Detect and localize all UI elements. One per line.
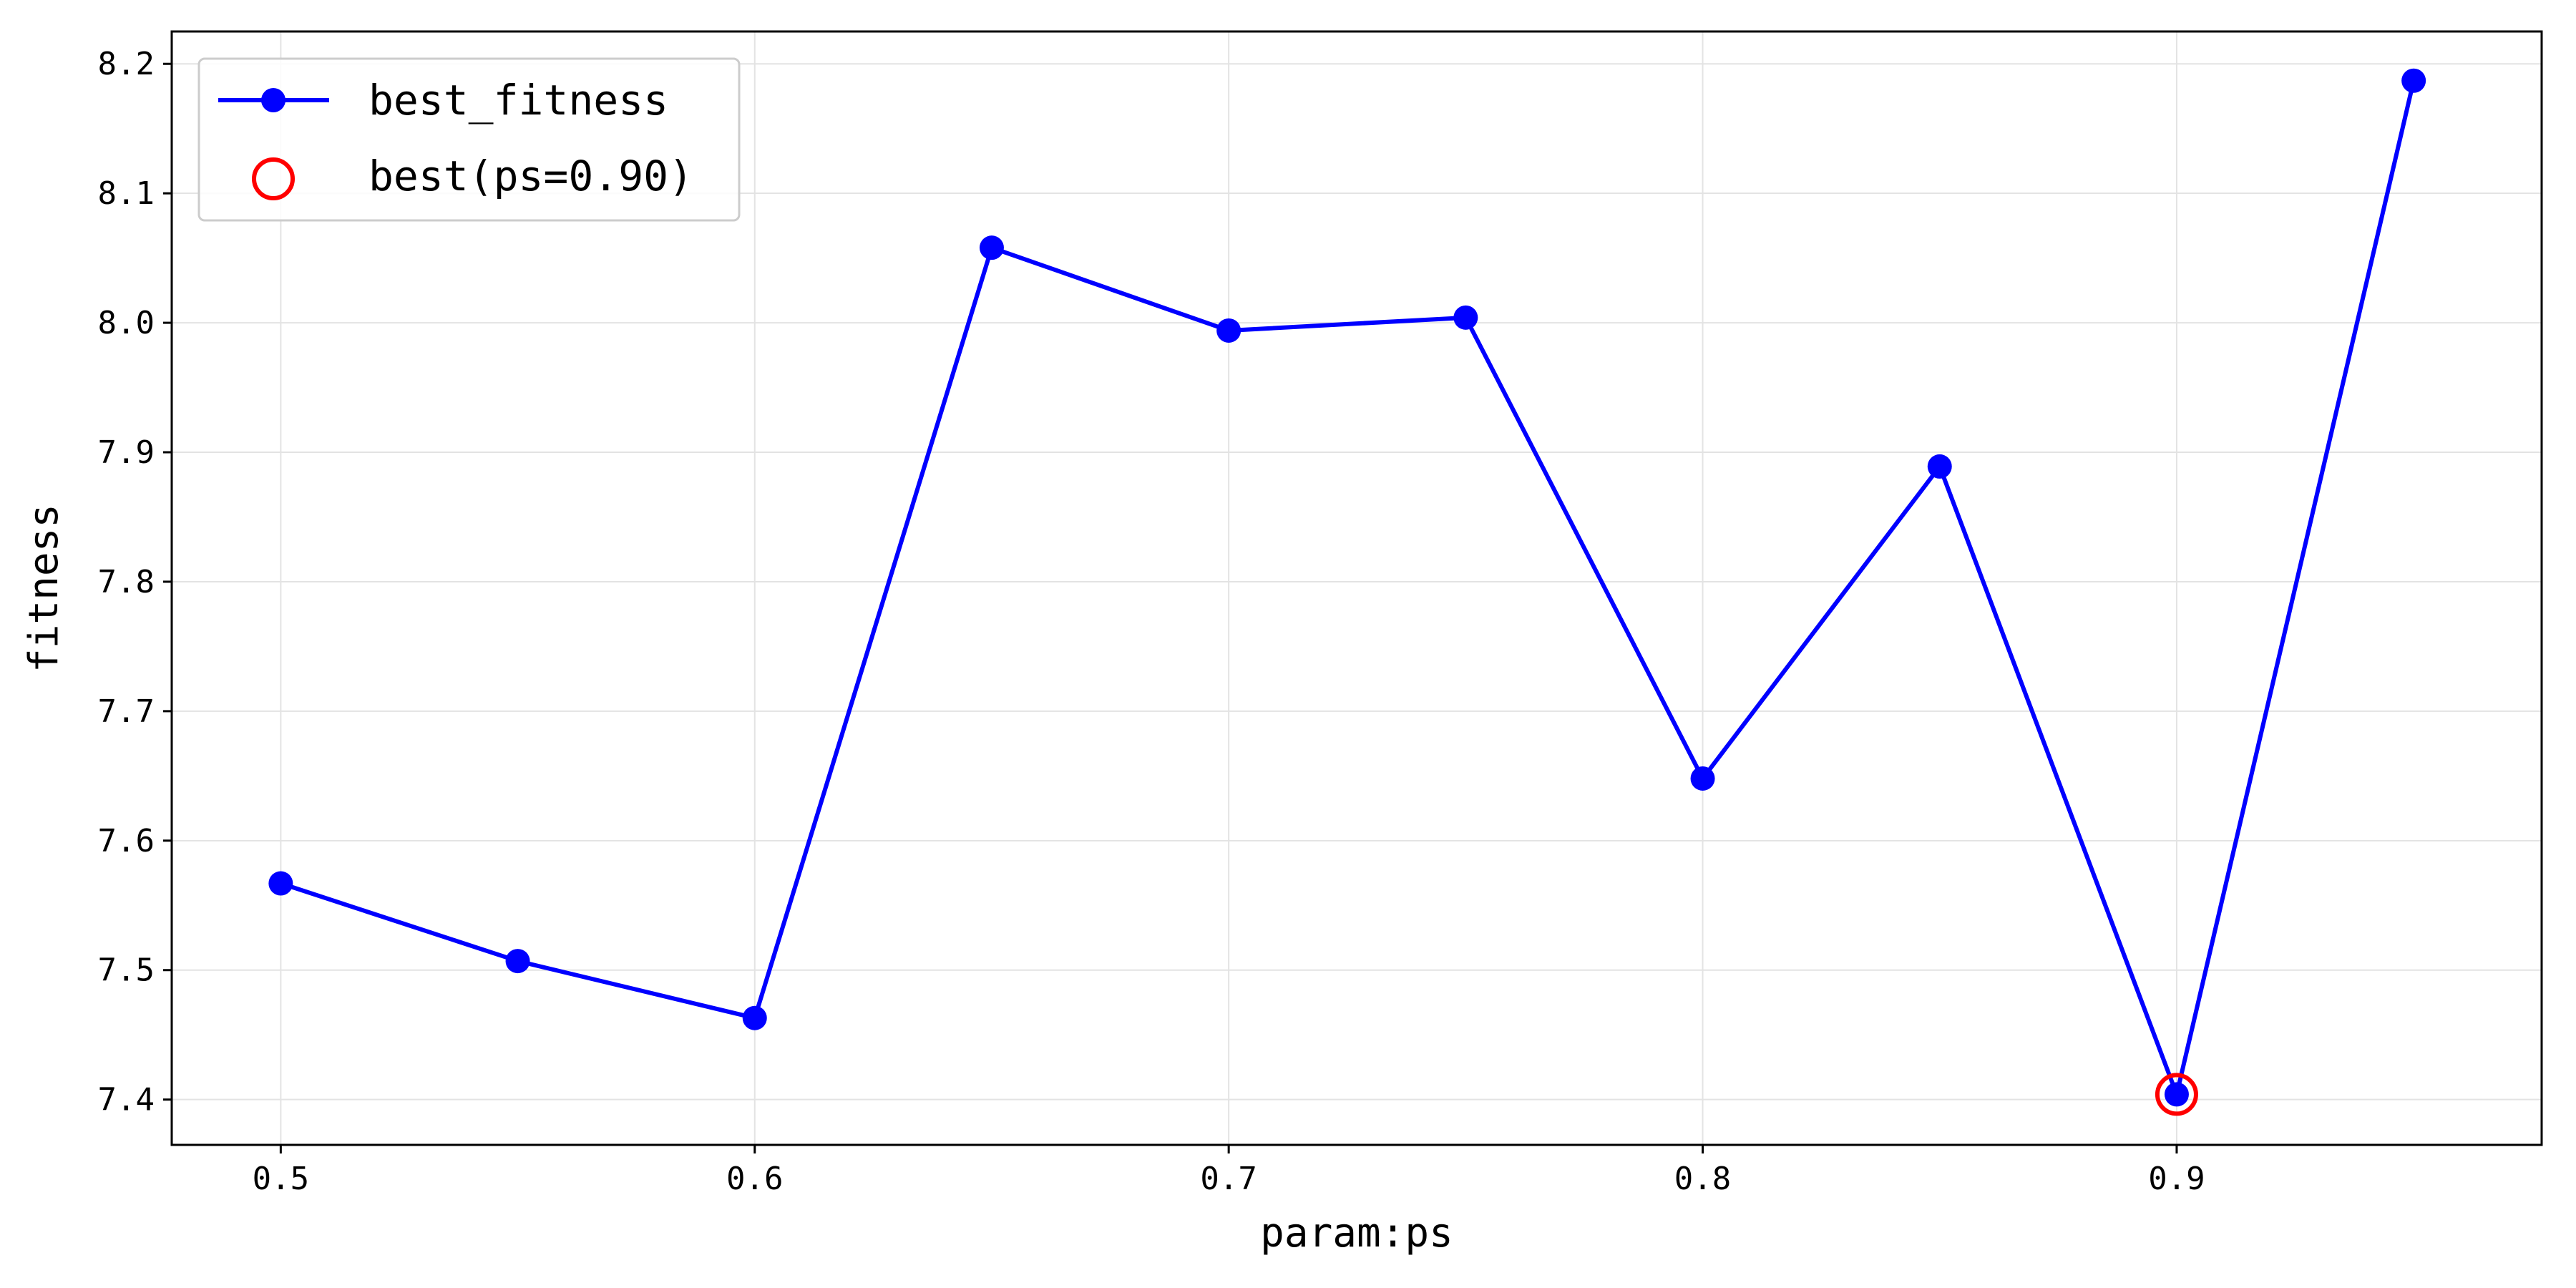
data-point: [2401, 68, 2426, 93]
x-tick-label: 0.6: [726, 1161, 783, 1197]
y-tick-label: 7.6: [98, 823, 155, 859]
plot-area-frame: [170, 30, 2543, 1146]
grid-lines: [172, 31, 2542, 1145]
x-tick-label: 0.5: [253, 1161, 309, 1197]
x-tick-label: 0.8: [1674, 1161, 1731, 1197]
data-point: [268, 871, 293, 896]
y-tick-label: 7.9: [98, 434, 155, 471]
y-tick-label: 8.0: [98, 305, 155, 341]
y-tick-label: 7.4: [98, 1082, 155, 1118]
legend-marker-swatch: [261, 88, 286, 112]
data-point: [1927, 454, 1952, 479]
x-tick-label: 0.9: [2148, 1161, 2205, 1197]
legend-box: [197, 57, 741, 222]
y-tick-label: 7.8: [98, 564, 155, 600]
data-point: [979, 235, 1004, 260]
best-point-highlight: [2155, 1073, 2198, 1116]
y-axis-title: fitness: [21, 504, 67, 673]
axis-ticks: 0.5 0.6 0.7 0.8 0.9 7.4 7.5 7.6 7.7 7.8 7.9 8.0 8.1 8…: [98, 46, 2205, 1197]
legend-highlight-swatch: [252, 157, 295, 200]
data-series: [268, 68, 2426, 1116]
y-tick-label: 8.1: [98, 175, 155, 212]
data-point: [505, 949, 530, 974]
y-tick-label: 7.7: [98, 693, 155, 730]
y-tick-label: 8.2: [98, 46, 155, 82]
series-line: [280, 80, 2416, 1097]
x-tick-label: 0.7: [1200, 1161, 1257, 1197]
data-point: [1453, 305, 1478, 330]
y-tick-label: 7.5: [98, 952, 155, 989]
legend-label-best-fitness: best_fitness: [369, 76, 668, 125]
data-point: [742, 1005, 767, 1030]
x-axis-title: param:ps: [1260, 1210, 1453, 1257]
legend-label-best-highlight: best(ps=0.90): [369, 152, 693, 200]
data-point: [1216, 318, 1241, 343]
legend: best_fitness best(ps=0.90): [197, 57, 741, 222]
data-point: [1690, 766, 1715, 791]
data-point: [2164, 1082, 2189, 1107]
